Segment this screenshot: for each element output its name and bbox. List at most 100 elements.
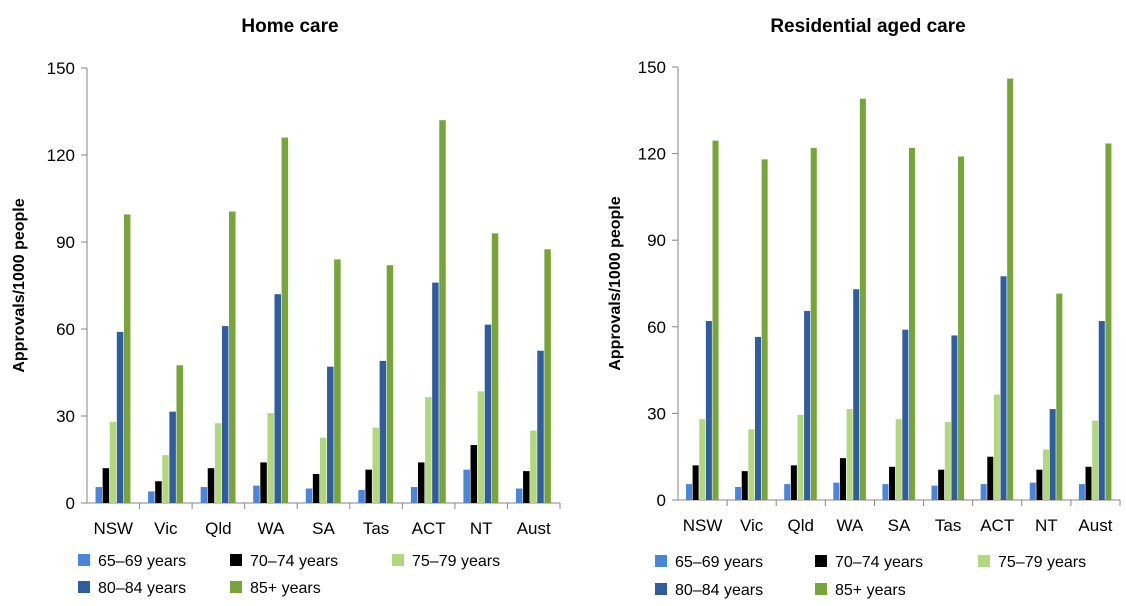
bar-sa-series-1 (305, 488, 313, 503)
y-tick-label: 90 (647, 231, 666, 250)
bar-sa-series-1 (882, 484, 889, 500)
x-tick-label: Aust (517, 519, 551, 538)
bar-nsw-series-5 (712, 140, 719, 501)
bar-nsw-series-1 (685, 484, 693, 500)
bar-tas-series-3 (372, 427, 380, 503)
y-tick-label: 0 (66, 494, 75, 513)
bar-wa-series-3 (846, 409, 853, 500)
x-tick-label: WA (837, 516, 864, 535)
bar-aust-series-2 (523, 471, 530, 503)
chart-title: Residential aged care (770, 16, 965, 37)
bar-vic-series-2 (155, 481, 162, 503)
bar-aust-series-3 (1092, 420, 1099, 500)
bar-act-series-2 (987, 456, 994, 500)
x-tick-label: NT (470, 519, 493, 538)
bar-wa-series-5 (859, 98, 866, 501)
bar-nt-series-4 (1049, 409, 1056, 500)
x-tick-label: NSW (93, 519, 133, 538)
bar-aust-series-3 (530, 430, 537, 503)
bar-vic-series-3 (162, 455, 169, 503)
y-tick-label: 120 (638, 145, 666, 164)
legend-swatch (78, 554, 90, 566)
chart-panel-2: Residential aged care Approvals/1000 peop… (607, 16, 1121, 599)
legend-label: 85+ years (835, 582, 906, 599)
bar-qld-series-4 (221, 326, 229, 503)
bar-vic-series-1 (735, 487, 742, 500)
bar-nt-series-2 (470, 445, 478, 503)
chart-title: Home care (241, 16, 338, 37)
x-tick-label: NSW (683, 516, 723, 535)
bar-wa-series-5 (281, 137, 289, 503)
legend-label: 65–69 years (98, 553, 186, 570)
y-tick-label: 90 (56, 233, 75, 252)
x-tick-label: ACT (980, 516, 1014, 535)
bar-nt-series-4 (484, 324, 492, 503)
bar-act-series-4 (432, 282, 439, 503)
x-tick-label: Aust (1078, 516, 1112, 535)
legend-swatch (392, 554, 404, 566)
bar-wa-series-4 (274, 294, 281, 503)
bar-sa-series-4 (902, 329, 909, 500)
bar-nsw-series-4 (705, 321, 712, 500)
legend-label: 65–69 years (675, 554, 763, 571)
legend-swatch (815, 583, 827, 595)
bar-act-series-3 (425, 397, 432, 503)
bar-aust-series-5 (1105, 143, 1112, 500)
legend-label: 75–79 years (412, 553, 500, 570)
bar-qld-series-1 (200, 487, 208, 503)
legend-swatch (815, 555, 827, 567)
bar-wa-series-4 (853, 289, 860, 500)
bar-vic-series-4 (169, 411, 176, 503)
bar-tas-series-1 (931, 485, 938, 500)
legend-label: 80–84 years (675, 582, 763, 599)
bar-tas-series-5 (386, 265, 394, 503)
bar-nt-series-1 (1029, 482, 1036, 500)
bar-tas-series-2 (365, 469, 372, 503)
legend-swatch (655, 583, 667, 595)
bar-act-series-3 (993, 394, 1000, 500)
bar-vic-series-3 (748, 429, 755, 500)
x-tick-label: ACT (412, 519, 446, 538)
y-tick-label: 150 (47, 59, 75, 78)
x-tick-label: NT (1035, 516, 1058, 535)
x-tick-label: Qld (788, 516, 814, 535)
bar-nt-series-2 (1036, 469, 1043, 500)
x-tick-label: Qld (205, 519, 231, 538)
bar-aust-series-1 (1078, 484, 1085, 500)
bar-nsw-series-3 (699, 419, 706, 500)
x-tick-label: Vic (154, 519, 178, 538)
y-tick-label: 60 (56, 320, 75, 339)
legend-label: 75–79 years (998, 554, 1086, 571)
bar-qld-series-5 (810, 147, 817, 500)
y-axis-label: Approvals/1000 people (11, 198, 28, 372)
y-axis-label: Approvals/1000 people (607, 196, 624, 370)
bar-nsw-series-2 (102, 468, 110, 503)
bar-nsw-series-1 (95, 487, 103, 503)
y-tick-label: 120 (47, 146, 75, 165)
bar-sa-series-3 (319, 437, 327, 503)
bar-vic-series-5 (176, 365, 183, 503)
bar-nt-series-5 (491, 233, 499, 504)
bar-aust-series-1 (515, 488, 523, 503)
legend-swatch (230, 554, 242, 566)
x-tick-label: WA (258, 519, 285, 538)
bar-qld-series-1 (784, 484, 791, 500)
x-tick-label: SA (312, 519, 335, 538)
bar-qld-series-3 (797, 414, 804, 500)
bar-sa-series-2 (312, 474, 320, 503)
bar-act-series-1 (980, 484, 987, 500)
x-tick-label: SA (888, 516, 911, 535)
bar-nsw-series-3 (109, 421, 117, 503)
bar-wa-series-3 (267, 413, 274, 503)
bar-tas-series-1 (358, 489, 365, 503)
y-tick-label: 30 (56, 407, 75, 426)
legend-label: 70–74 years (835, 554, 923, 571)
legend-label: 85+ years (250, 580, 321, 597)
bar-qld-series-5 (229, 211, 236, 504)
bar-qld-series-2 (207, 468, 215, 503)
legend-label: 70–74 years (250, 553, 338, 570)
legend-swatch (978, 555, 990, 567)
bar-nt-series-3 (1043, 449, 1050, 500)
bar-aust-series-5 (544, 249, 551, 503)
y-tick-label: 30 (647, 404, 666, 423)
